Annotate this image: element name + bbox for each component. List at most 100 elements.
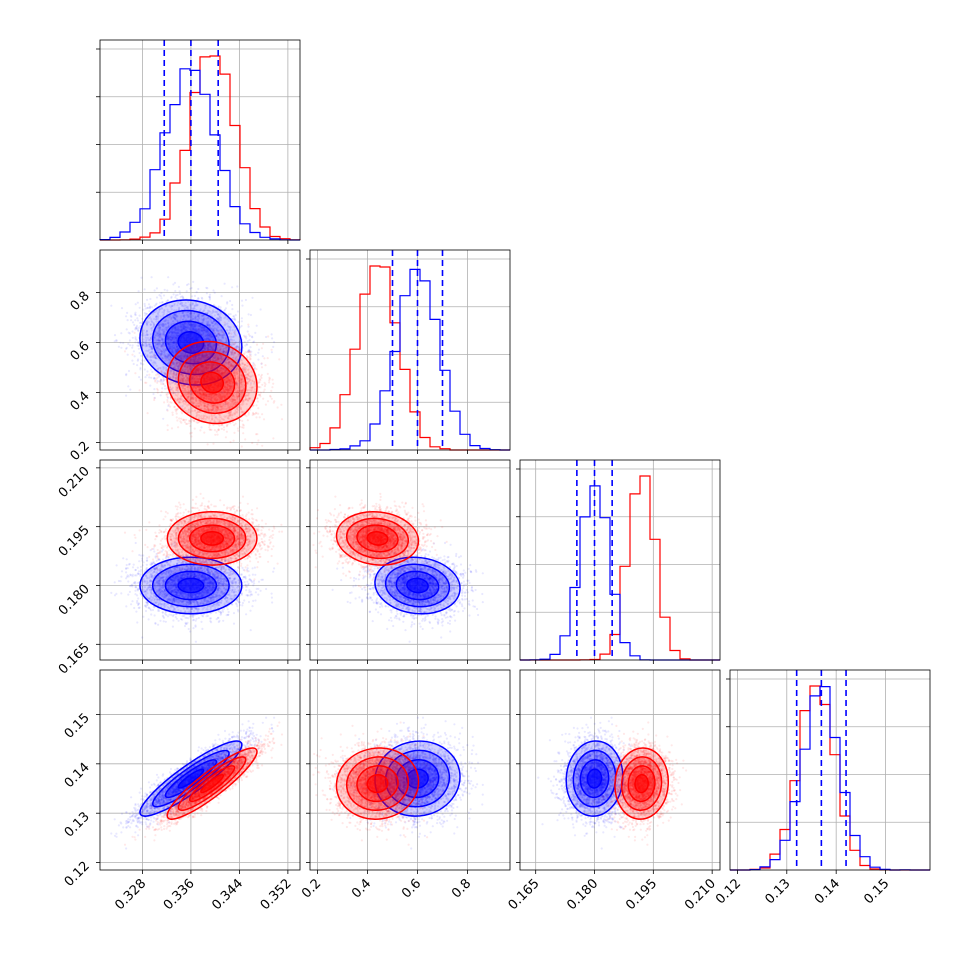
scatter-point bbox=[210, 352, 213, 355]
scatter-point bbox=[236, 310, 240, 313]
scatter-point bbox=[156, 343, 159, 346]
scatter-point bbox=[126, 353, 129, 356]
scatter-point bbox=[212, 364, 215, 367]
scatter-point bbox=[236, 285, 239, 288]
scatter-point bbox=[160, 352, 163, 356]
scatter-point bbox=[174, 383, 177, 386]
scatter-point bbox=[170, 305, 173, 308]
scatter-point bbox=[168, 343, 171, 346]
scatter-point bbox=[161, 338, 164, 341]
scatter-point bbox=[210, 335, 213, 339]
scatter-point bbox=[166, 326, 169, 329]
scatter-point bbox=[162, 368, 165, 371]
scatter-point bbox=[184, 355, 187, 358]
scatter-point bbox=[246, 340, 249, 343]
scatter-point bbox=[153, 304, 156, 307]
scatter-point bbox=[237, 320, 240, 324]
scatter-point bbox=[189, 358, 193, 361]
scatter-point bbox=[202, 319, 205, 322]
scatter-point bbox=[166, 334, 169, 337]
scatter-point bbox=[153, 354, 156, 357]
scatter-point bbox=[156, 332, 159, 335]
scatter-point bbox=[182, 353, 185, 356]
scatter-point bbox=[238, 425, 241, 428]
scatter-point bbox=[144, 336, 147, 339]
scatter-point bbox=[183, 365, 187, 368]
scatter-point bbox=[169, 383, 172, 386]
scatter-point bbox=[261, 413, 264, 416]
scatter-point bbox=[158, 308, 161, 311]
scatter-point bbox=[202, 314, 205, 317]
scatter-point bbox=[125, 394, 128, 397]
scatter-point bbox=[191, 307, 194, 310]
scatter-point bbox=[173, 331, 176, 334]
scatter-point bbox=[227, 360, 231, 364]
scatter-point bbox=[212, 408, 215, 412]
scatter-point bbox=[245, 343, 248, 346]
scatter-point bbox=[172, 320, 175, 323]
scatter-point bbox=[263, 357, 266, 360]
scatter-point bbox=[156, 373, 159, 376]
scatter-point bbox=[172, 293, 175, 296]
scatter-point bbox=[204, 354, 207, 357]
scatter-point bbox=[179, 325, 182, 328]
scatter-point bbox=[227, 319, 230, 322]
scatter-point bbox=[183, 326, 186, 329]
scatter-point bbox=[157, 332, 160, 335]
scatter-point bbox=[177, 355, 180, 358]
scatter-point bbox=[244, 298, 247, 302]
scatter-point bbox=[142, 308, 145, 311]
scatter-point bbox=[201, 369, 204, 372]
scatter-point bbox=[155, 296, 159, 299]
scatter-point bbox=[222, 426, 226, 429]
scatter-point bbox=[153, 334, 156, 337]
scatter-point bbox=[164, 323, 167, 326]
scatter-point bbox=[160, 352, 163, 355]
scatter-point bbox=[227, 358, 230, 361]
scatter-point bbox=[162, 342, 165, 345]
scatter-point bbox=[157, 368, 160, 371]
scatter-point bbox=[235, 368, 238, 371]
scatter-point bbox=[197, 297, 200, 300]
scatter-point bbox=[178, 307, 181, 310]
scatter-point bbox=[199, 308, 202, 311]
scatter-point bbox=[172, 392, 175, 395]
scatter-point bbox=[203, 347, 206, 351]
scatter-point bbox=[208, 345, 211, 348]
scatter-point bbox=[173, 304, 176, 307]
scatter-point bbox=[171, 347, 174, 350]
scatter-point bbox=[266, 372, 269, 375]
scatter-point bbox=[257, 407, 260, 410]
scatter-point bbox=[153, 361, 156, 364]
scatter-point bbox=[222, 345, 225, 348]
scatter-point bbox=[176, 356, 180, 359]
scatter-point bbox=[202, 364, 205, 367]
scatter-point bbox=[217, 348, 220, 352]
scatter-point bbox=[206, 323, 209, 326]
scatter-point bbox=[170, 317, 173, 320]
scatter-point bbox=[139, 368, 142, 371]
scatter-point bbox=[186, 364, 190, 367]
scatter-point bbox=[168, 315, 172, 318]
scatter-point bbox=[261, 383, 264, 386]
scatter-point bbox=[219, 334, 222, 337]
scatter-point bbox=[204, 334, 207, 337]
scatter-point bbox=[167, 310, 170, 313]
scatter-point bbox=[158, 331, 161, 334]
scatter-point bbox=[169, 346, 172, 349]
scatter-point bbox=[257, 439, 260, 442]
scatter-point bbox=[178, 329, 181, 332]
scatter-point bbox=[165, 348, 168, 352]
scatter-point bbox=[195, 355, 198, 358]
scatter-point bbox=[186, 354, 189, 357]
scatter-point bbox=[266, 400, 270, 403]
scatter-point bbox=[217, 428, 220, 431]
scatter-point bbox=[177, 368, 180, 371]
scatter-point bbox=[174, 359, 177, 362]
scatter-point bbox=[226, 362, 229, 365]
scatter-point bbox=[238, 340, 241, 343]
scatter-point bbox=[131, 346, 134, 349]
scatter-point bbox=[217, 332, 220, 336]
scatter-point bbox=[206, 338, 209, 341]
scatter-point bbox=[206, 334, 209, 337]
